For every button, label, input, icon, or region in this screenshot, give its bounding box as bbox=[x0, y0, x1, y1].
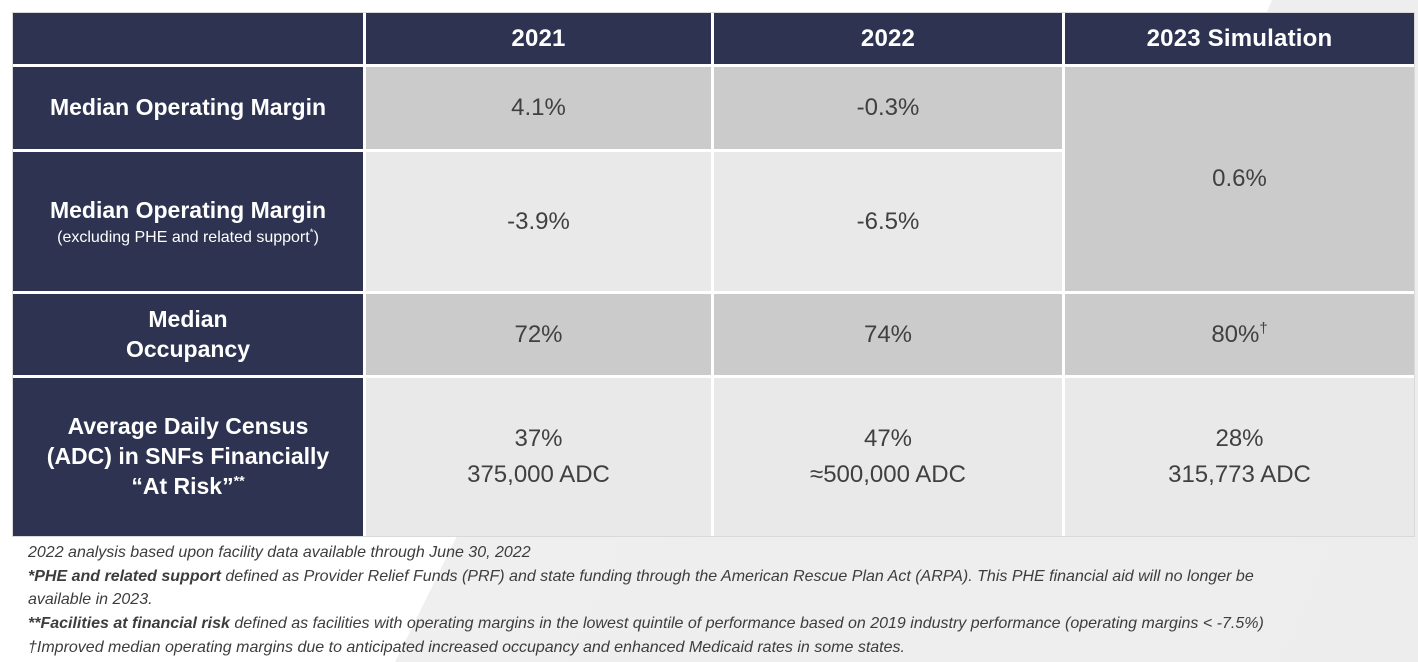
row-label-average-daily-census: Average Daily Census (ADC) in SNFs Finan… bbox=[13, 378, 363, 536]
footnote-phe-definition-cont: available in 2023. bbox=[28, 591, 153, 609]
row-label-median-operating-margin-excl-phe: Median Operating Margin (excluding PHE a… bbox=[13, 152, 363, 291]
cell-operating-margin-excl-2021: -3.9% bbox=[366, 152, 711, 291]
cell-adc-2021: 37% 375,000 ADC bbox=[366, 378, 711, 536]
row-label-text-line2: (ADC) in SNFs Financially bbox=[46, 443, 330, 470]
header-cell-2021: 2021 bbox=[366, 13, 711, 64]
row-label-text-line1: Average Daily Census bbox=[67, 413, 309, 440]
cell-adc-2022: 47% ≈500,000 ADC bbox=[714, 378, 1062, 536]
adc-count: ≈500,000 ADC bbox=[810, 461, 966, 488]
cell-occupancy-2021: 72% bbox=[366, 294, 711, 375]
cell-operating-margin-2021: 4.1% bbox=[366, 67, 711, 149]
cell-adc-2023: 28% 315,773 ADC bbox=[1065, 378, 1414, 536]
row-label-text: Median Operating Margin bbox=[49, 94, 327, 121]
row-label-median-operating-margin: Median Operating Margin bbox=[13, 67, 363, 149]
footnote-financial-risk-definition: **Facilities at financial risk defined a… bbox=[28, 615, 1264, 633]
cell-operating-margin-2022: -0.3% bbox=[714, 67, 1062, 149]
snf-financial-table: 2021 2022 2023 Simulation Median Operati… bbox=[12, 12, 1415, 537]
cell-operating-margin-2023-merged: 0.6% bbox=[1065, 67, 1414, 291]
footnote-analysis-date: 2022 analysis based upon facility data a… bbox=[28, 544, 531, 561]
footnote-phe-definition: *PHE and related support defined as Prov… bbox=[28, 567, 1254, 585]
cell-operating-margin-excl-2022: -6.5% bbox=[714, 152, 1062, 291]
cell-occupancy-2023: 80%† bbox=[1065, 294, 1414, 375]
adc-percent: 47% bbox=[863, 425, 913, 452]
header-cell-empty bbox=[13, 13, 363, 64]
adc-count: 375,000 ADC bbox=[467, 461, 610, 488]
adc-percent: 28% bbox=[1215, 425, 1264, 452]
row-label-text-line2: Occupancy bbox=[126, 335, 250, 362]
row-label-subtext: (excluding PHE and related support*) bbox=[57, 227, 319, 246]
footnotes: 2022 analysis based upon facility data a… bbox=[28, 541, 1410, 660]
adc-count: 315,773 ADC bbox=[1168, 461, 1311, 488]
header-cell-2022: 2022 bbox=[714, 13, 1062, 64]
footnote-improved-margins: †Improved median operating margins due t… bbox=[28, 638, 905, 656]
row-label-median-occupancy: Median Occupancy bbox=[13, 294, 363, 375]
header-cell-2023-simulation: 2023 Simulation bbox=[1065, 13, 1414, 64]
row-label-text-line1: Median bbox=[148, 305, 228, 332]
asterisk-superscript: * bbox=[309, 227, 314, 239]
dagger-superscript: † bbox=[1259, 320, 1268, 337]
row-label-text-line3: “At Risk”** bbox=[131, 472, 245, 499]
adc-percent: 37% bbox=[514, 425, 563, 452]
double-asterisk-superscript: ** bbox=[233, 473, 245, 490]
cell-occupancy-2022: 74% bbox=[714, 294, 1062, 375]
row-label-text: Median Operating Margin bbox=[49, 196, 327, 223]
